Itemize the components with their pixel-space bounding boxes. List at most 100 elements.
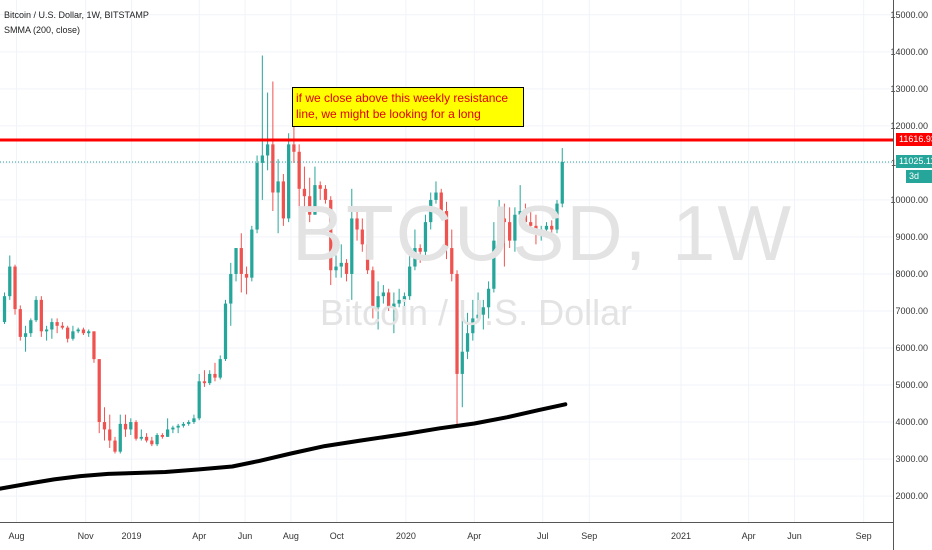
candle-body xyxy=(197,381,201,419)
candle-body xyxy=(502,218,507,223)
y-tick-label: 10000.00 xyxy=(890,195,928,205)
candle-body xyxy=(202,381,207,384)
x-tick-label: 2021 xyxy=(671,531,691,541)
candle-body xyxy=(113,440,117,452)
x-tick-label: Jun xyxy=(238,531,253,541)
y-tick-label: 7000.00 xyxy=(895,306,928,316)
candle-body xyxy=(234,248,238,274)
candle-body xyxy=(223,303,228,360)
y-tick-label: 9000.00 xyxy=(895,232,928,242)
candle-body xyxy=(39,299,43,332)
candle-body xyxy=(44,329,49,332)
candle-body xyxy=(187,422,191,424)
candle-body xyxy=(55,322,59,326)
candle-body xyxy=(350,218,354,274)
candle-body xyxy=(386,292,391,308)
legend-indicator[interactable]: SMMA (200, close) xyxy=(4,25,81,35)
annotation-note[interactable]: if we close above this weekly resistance… xyxy=(292,87,524,127)
candle-body xyxy=(508,222,512,241)
candle-body xyxy=(81,329,86,334)
x-tick-label: Aug xyxy=(283,531,299,541)
candle-body xyxy=(134,422,138,439)
candle-body xyxy=(381,292,385,297)
candle-body xyxy=(292,144,296,152)
y-tick-label: 8000.00 xyxy=(895,269,928,279)
candle-body xyxy=(165,429,170,437)
candle-body xyxy=(102,422,107,430)
candle-body xyxy=(371,270,375,308)
candle-body xyxy=(313,185,317,215)
candle-body xyxy=(392,303,396,308)
y-tick-label: 13000.00 xyxy=(890,84,928,94)
candle-body xyxy=(8,266,12,297)
candle-body xyxy=(334,266,338,271)
candle-body xyxy=(423,222,428,252)
candle-body xyxy=(13,266,17,310)
y-tick-label: 3000.00 xyxy=(895,454,928,464)
candle-body xyxy=(181,423,186,426)
horizontal-lines-layer xyxy=(0,138,893,163)
x-tick-label: Aug xyxy=(9,531,25,541)
candle-body xyxy=(497,218,501,241)
bar-countdown-label: 3d 7h xyxy=(906,169,932,194)
resistance-price-label: 11616.93 xyxy=(896,133,932,147)
candle-body xyxy=(18,309,22,337)
candle-body xyxy=(534,225,538,234)
annotation-line-2: line, we might be looking for a long xyxy=(296,107,481,121)
candle-body xyxy=(260,155,264,163)
y-tick-label: 4000.00 xyxy=(895,417,928,427)
candles-layer xyxy=(2,55,564,454)
candle-body xyxy=(160,435,164,437)
candle-body xyxy=(155,435,159,445)
candle-body xyxy=(439,192,443,212)
x-tick-label: Jul xyxy=(537,531,549,541)
candle-body xyxy=(250,229,254,278)
candle-body xyxy=(402,296,407,300)
candle-body xyxy=(129,422,133,430)
candle-body xyxy=(513,214,517,241)
candle-body xyxy=(318,185,322,189)
x-tick-label: Oct xyxy=(330,531,345,541)
y-tick-label: 5000.00 xyxy=(895,380,928,390)
candle-body xyxy=(471,318,475,334)
candle-body xyxy=(476,314,480,319)
candle-body xyxy=(429,199,433,223)
candle-body xyxy=(229,273,233,304)
y-tick-label: 15000.00 xyxy=(890,10,928,20)
candle-body xyxy=(481,307,485,315)
candle-body xyxy=(29,320,33,334)
annotation-line-1: if we close above this weekly resistance xyxy=(296,91,509,105)
candle-body xyxy=(208,373,212,384)
candle-body xyxy=(413,248,417,267)
candle-body xyxy=(486,288,491,308)
x-tick-label: Apr xyxy=(192,531,206,541)
candle-body xyxy=(192,418,196,423)
last-price-label: 11025.11 xyxy=(896,154,932,168)
candle-body xyxy=(281,181,286,219)
x-tick-label: Nov xyxy=(78,531,95,541)
candle-body xyxy=(308,196,312,215)
legend-title[interactable]: Bitcoin / U.S. Dollar, 1W, BITSTAMP xyxy=(4,10,149,20)
candle-body xyxy=(329,199,333,271)
smma-layer xyxy=(0,402,568,491)
candle-body xyxy=(123,423,128,430)
candle-body xyxy=(434,192,438,200)
smma-line xyxy=(0,402,568,491)
candle-body xyxy=(213,373,217,378)
candle-body xyxy=(66,327,70,339)
candle-body xyxy=(397,299,401,304)
candle-body xyxy=(144,436,149,441)
candle-body xyxy=(255,162,259,230)
candle-body xyxy=(265,144,270,156)
candle-body xyxy=(465,333,470,352)
candle-body xyxy=(108,429,112,441)
candle-body xyxy=(287,144,291,219)
candle-body xyxy=(529,222,533,226)
candle-body xyxy=(176,425,180,428)
candle-body xyxy=(550,225,554,230)
y-tick-label: 14000.00 xyxy=(890,47,928,57)
candle-body xyxy=(23,333,28,337)
candle-body xyxy=(560,161,564,204)
